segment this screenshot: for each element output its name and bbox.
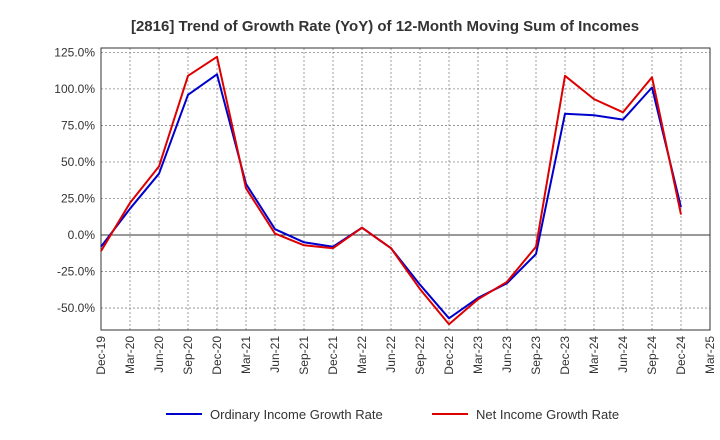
- legend: Ordinary Income Growth Rate Net Income Gr…: [166, 407, 619, 422]
- y-tick-label: 0.0%: [68, 228, 96, 242]
- legend-label: Net Income Growth Rate: [476, 407, 619, 422]
- x-tick-label: Dec-21: [326, 336, 340, 375]
- x-tick-label: Sep-22: [413, 336, 427, 375]
- y-tick-label: 100.0%: [54, 82, 95, 96]
- legend-label: Ordinary Income Growth Rate: [210, 407, 383, 422]
- x-tick-label: Dec-22: [442, 336, 456, 375]
- y-tick-label: 75.0%: [61, 118, 95, 132]
- x-tick-label: Jun-22: [384, 336, 398, 373]
- x-tick-label: Sep-21: [297, 336, 311, 375]
- grid: [100, 48, 711, 330]
- x-tick-label: Mar-20: [123, 336, 137, 374]
- y-axis: -50.0% -25.0% 0.0% 25.0% 50.0% 75.0% 100.0% 125…: [54, 45, 95, 315]
- plot-border: [100, 47, 711, 331]
- x-tick-label: Mar-21: [239, 336, 253, 374]
- y-tick-label: 50.0%: [61, 155, 95, 169]
- series-line: [100, 55, 682, 326]
- x-tick-label: Mar-23: [471, 336, 485, 374]
- x-tick-label: Mar-24: [587, 336, 601, 374]
- x-tick-label: Sep-23: [529, 336, 543, 375]
- x-tick-label: Mar-25: [703, 336, 717, 374]
- x-tick-label: Mar-22: [355, 336, 369, 374]
- x-tick-label: Sep-24: [645, 336, 659, 375]
- x-tick-label: Jun-24: [616, 336, 630, 373]
- x-tick-label: Dec-24: [674, 336, 688, 375]
- y-tick-label: 25.0%: [61, 191, 95, 205]
- x-tick-label: Jun-23: [500, 336, 514, 373]
- x-tick-label: Dec-19: [94, 336, 108, 375]
- x-axis: Dec-19 Mar-20 Jun-20 Sep-20 Dec-20 Mar-21 Jun-…: [94, 336, 717, 375]
- y-tick-label: -50.0%: [57, 301, 95, 315]
- series: [100, 55, 682, 326]
- chart-title: [2816] Trend of Growth Rate (YoY) of 12-…: [131, 18, 639, 35]
- x-tick-label: Jun-21: [268, 336, 282, 373]
- x-tick-label: Sep-20: [181, 336, 195, 375]
- x-tick-label: Dec-20: [210, 336, 224, 375]
- y-tick-label: -25.0%: [57, 265, 95, 279]
- x-tick-label: Jun-20: [152, 336, 166, 373]
- x-tick-label: Dec-23: [558, 336, 572, 375]
- y-tick-label: 125.0%: [54, 45, 95, 59]
